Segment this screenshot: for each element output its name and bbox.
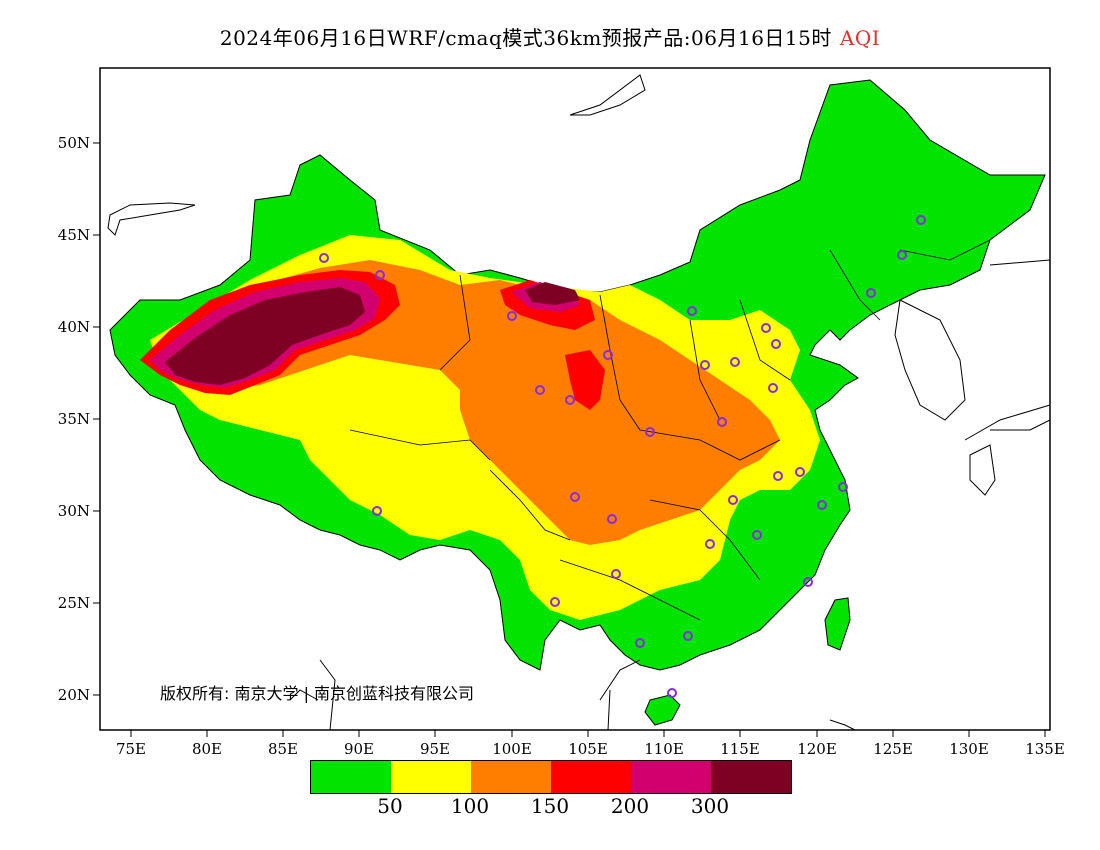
legend-swatch-usg	[471, 761, 551, 793]
station-marker	[752, 530, 762, 540]
lat-label-40n: 40N	[57, 318, 90, 336]
station-marker	[565, 395, 575, 405]
station-marker	[372, 506, 382, 516]
legend-tick-50: 50	[377, 794, 403, 818]
station-marker	[535, 385, 545, 395]
station-marker	[768, 383, 778, 393]
station-marker	[667, 688, 677, 698]
station-marker	[795, 467, 805, 477]
lon-label-130e: 130E	[949, 740, 989, 758]
variable-label: AQI	[839, 26, 881, 50]
station-marker	[730, 357, 740, 367]
province-borders	[349, 239, 991, 621]
station-markers	[319, 215, 926, 698]
lat-label-45n: 45N	[57, 226, 90, 244]
title-text: 2024年06月16日WRF/cmaq模式36km预报产品:06月16日15时	[219, 26, 832, 50]
station-marker	[607, 514, 617, 524]
lon-label-100e: 100E	[492, 740, 532, 758]
lon-label-110e: 110E	[644, 740, 684, 758]
lon-label-105e: 105E	[568, 740, 608, 758]
lat-label-25n: 25N	[57, 594, 90, 612]
station-marker	[375, 270, 385, 280]
hainan-land	[644, 694, 681, 726]
lon-label-120e: 120E	[797, 740, 837, 758]
station-marker	[319, 253, 329, 263]
legend-swatch-moderate	[391, 761, 471, 793]
lon-label-85e: 85E	[267, 740, 299, 758]
station-marker	[507, 311, 517, 321]
legend-swatch-very-unhealthy	[631, 761, 711, 793]
lon-label-135e: 135E	[1025, 740, 1065, 758]
axis-ticks	[93, 142, 1046, 737]
legend-tick-300: 300	[690, 794, 730, 818]
lon-label-75e: 75E	[115, 740, 147, 758]
station-marker	[683, 631, 693, 641]
station-marker	[603, 350, 613, 360]
station-marker	[916, 215, 926, 225]
neighbour-outlines	[107, 74, 1051, 731]
station-marker	[550, 597, 560, 607]
lat-label-35n: 35N	[57, 410, 90, 428]
legend-swatch-unhealthy	[551, 761, 631, 793]
lat-label-20n: 20N	[57, 686, 90, 704]
station-marker	[570, 492, 580, 502]
lon-label-125e: 125E	[873, 740, 913, 758]
station-marker	[897, 250, 907, 260]
lat-label-50n: 50N	[57, 134, 90, 152]
station-marker	[771, 339, 781, 349]
station-marker	[803, 577, 813, 587]
station-marker	[717, 417, 727, 427]
station-marker	[728, 495, 738, 505]
station-marker	[635, 638, 645, 648]
lat-label-30n: 30N	[57, 502, 90, 520]
aqi-legend	[310, 760, 792, 794]
station-marker	[866, 288, 876, 298]
station-marker	[687, 306, 697, 316]
legend-swatch-good	[311, 761, 391, 793]
station-marker	[838, 482, 848, 492]
map-title: 2024年06月16日WRF/cmaq模式36km预报产品:06月16日15时 A…	[0, 22, 1100, 51]
station-marker	[645, 427, 655, 437]
lon-label-80e: 80E	[191, 740, 223, 758]
station-marker	[817, 500, 827, 510]
legend-tick-150: 150	[530, 794, 570, 818]
legend-swatch-hazardous	[711, 761, 791, 793]
taiwan-land	[824, 597, 851, 651]
legend-tick-100: 100	[450, 794, 490, 818]
station-marker	[700, 360, 710, 370]
legend-tick-200: 200	[610, 794, 650, 818]
station-marker	[705, 539, 715, 549]
copyright-text: 版权所有: 南京大学 | 南京创蓝科技有限公司	[160, 684, 475, 703]
lon-label-95e: 95E	[419, 740, 451, 758]
aqi-zone-hazardous	[165, 282, 580, 385]
station-marker	[773, 471, 783, 481]
lon-label-115e: 115E	[720, 740, 760, 758]
station-marker	[611, 569, 621, 579]
lon-label-90e: 90E	[343, 740, 375, 758]
station-marker	[761, 323, 771, 333]
